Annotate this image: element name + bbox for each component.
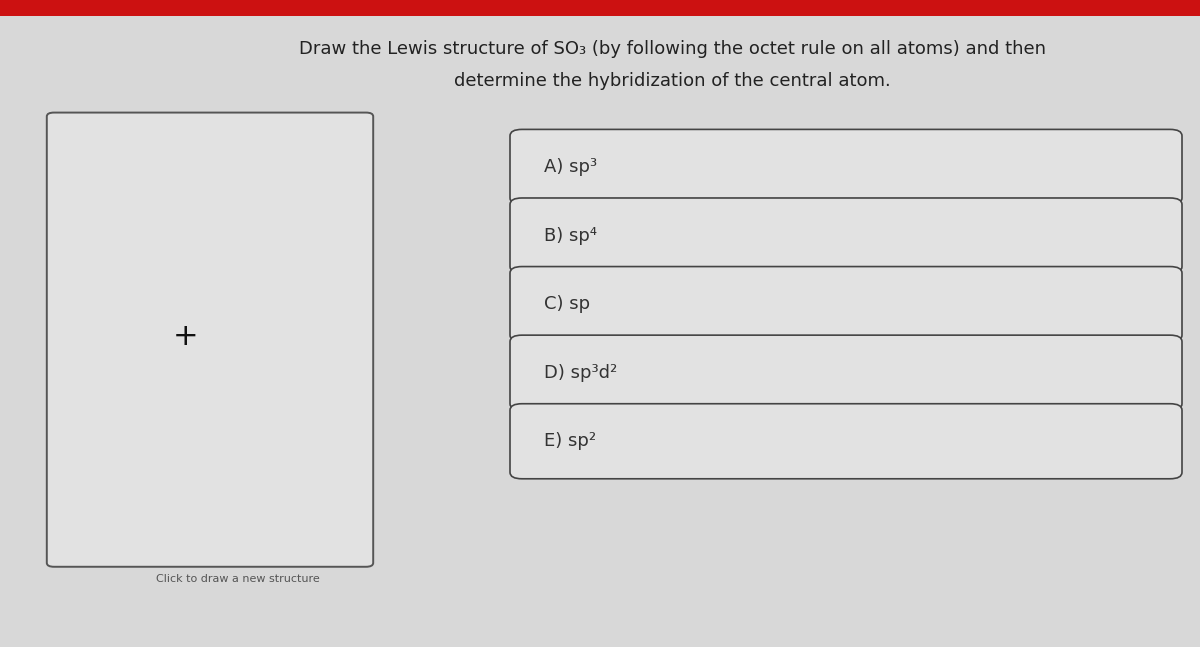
FancyBboxPatch shape: [0, 0, 1200, 16]
Text: determine the hybridization of the central atom.: determine the hybridization of the centr…: [454, 72, 890, 90]
Text: Draw the Lewis structure of SO₃ (by following the octet rule on all atoms) and t: Draw the Lewis structure of SO₃ (by foll…: [299, 39, 1045, 58]
FancyBboxPatch shape: [510, 335, 1182, 410]
FancyBboxPatch shape: [510, 129, 1182, 204]
Text: B) sp⁴: B) sp⁴: [544, 226, 596, 245]
Text: +: +: [173, 322, 199, 351]
FancyBboxPatch shape: [47, 113, 373, 567]
FancyBboxPatch shape: [510, 198, 1182, 273]
Text: E) sp²: E) sp²: [544, 432, 595, 450]
Text: D) sp³d²: D) sp³d²: [544, 364, 617, 382]
FancyBboxPatch shape: [510, 404, 1182, 479]
Text: Click to draw a new structure: Click to draw a new structure: [156, 574, 319, 584]
Text: C) sp: C) sp: [544, 295, 589, 313]
FancyBboxPatch shape: [510, 267, 1182, 342]
Text: A) sp³: A) sp³: [544, 158, 596, 176]
